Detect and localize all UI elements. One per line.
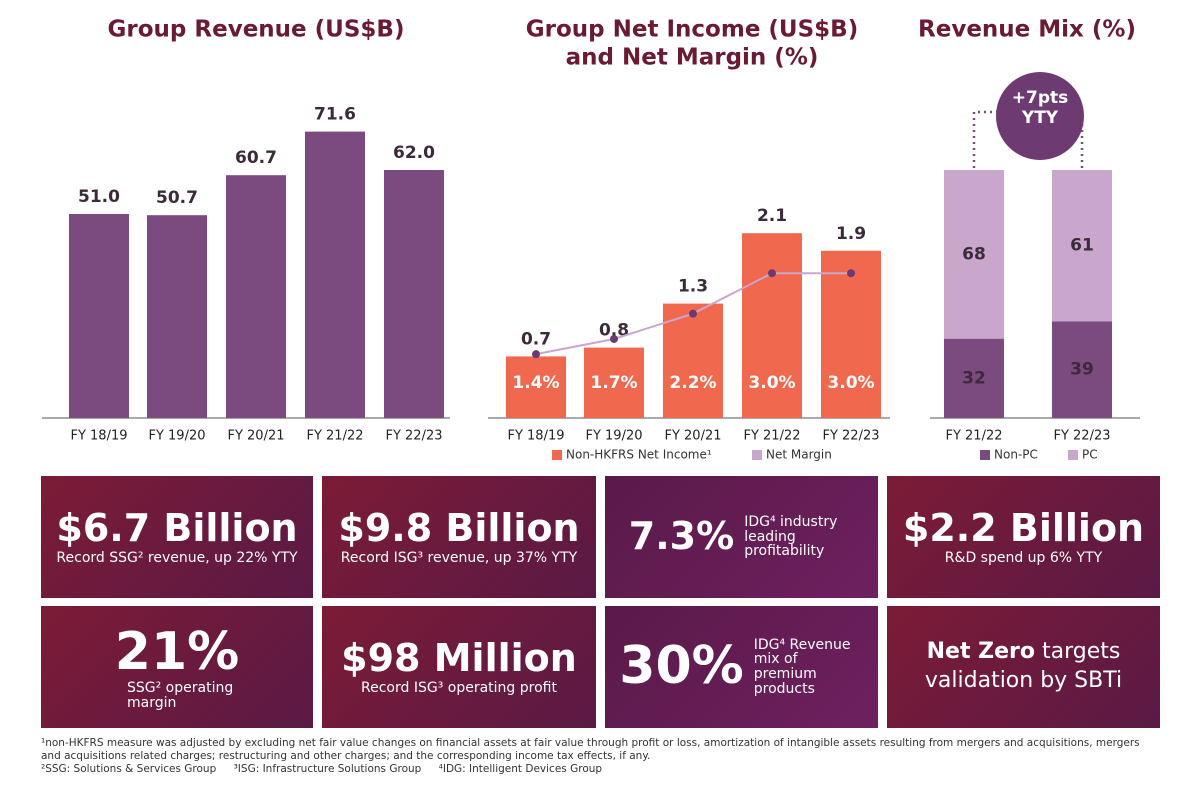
tile-caption: SSG² operating margin <box>127 679 234 711</box>
data-label: 2.1 <box>757 206 787 226</box>
tile-bold: Net Zero <box>926 639 1035 665</box>
data-label: 60.7 <box>235 148 277 168</box>
chart-title: Group Net Income (US$B) <box>526 17 858 43</box>
x-tick-label: FY 21/22 <box>306 429 363 444</box>
bar <box>742 233 802 418</box>
x-tick-label: FY 19/20 <box>148 429 205 444</box>
data-label: 3.0% <box>827 373 874 393</box>
bar <box>584 347 644 418</box>
tile-caption: IDG⁴ industry leading profitability <box>744 513 838 560</box>
tile-caption: R&D spend up 6% YTY <box>944 549 1103 566</box>
x-tick-label: FY 22/23 <box>1053 429 1110 444</box>
legend-label: Non-PC <box>994 448 1038 462</box>
tile-caption: Record ISG³ operating profit <box>361 679 557 696</box>
data-label: 1.7% <box>590 373 637 393</box>
bar <box>226 175 286 418</box>
tile-figure: $9.8 Billion <box>338 506 580 551</box>
tile: 30% IDG⁴ Revenue mix of premium products <box>605 606 878 728</box>
tile-figure: 21% <box>114 621 240 682</box>
tile-figure: $98 Million <box>341 636 577 681</box>
tile-figure: 7.3% <box>628 514 735 559</box>
legend-label: Non-HKFRS Net Income¹ <box>566 448 712 462</box>
footnote: ⁴IDG: Intelligent Devices Group <box>438 763 603 776</box>
tile-figure: $6.7 Billion <box>56 506 298 551</box>
tiles: $6.7 Billion Record SSG² revenue, up 22% … <box>41 476 1161 729</box>
chart-title: and Net Margin (%) <box>566 45 819 71</box>
legend-label: Net Margin <box>766 448 832 462</box>
bar-segment <box>944 170 1004 339</box>
bar <box>305 131 365 418</box>
x-tick-label: FY 18/19 <box>70 429 127 444</box>
tile-text: targets validation by SBTi <box>924 639 1123 693</box>
data-label: 61 <box>1070 236 1094 256</box>
charts: Group Revenue (US$B) 51.0 FY 18/19 50.7 FY 1… <box>42 17 1140 462</box>
data-label: 71.6 <box>314 105 356 125</box>
tile-caption: IDG⁴ Revenue mix of premium products <box>753 636 851 697</box>
tile-caption: Record SSG² revenue, up 22% YTY <box>56 549 298 566</box>
bar <box>147 215 207 418</box>
legend-swatch <box>752 450 762 460</box>
tile: $6.7 Billion Record SSG² revenue, up 22% … <box>41 476 313 598</box>
chart-title: Revenue Mix (%) <box>918 17 1136 43</box>
x-tick-label: FY 20/21 <box>227 429 284 444</box>
margin-point <box>768 269 776 278</box>
legend-swatch <box>1068 450 1078 460</box>
tile-caption: Record ISG³ revenue, up 37% YTY <box>340 549 578 566</box>
tile-figure: $2.2 Billion <box>902 506 1145 551</box>
x-tick-label: FY 21/22 <box>945 429 1002 444</box>
footnotes: ¹non-HKFRS measure was adjusted by exclu… <box>41 737 1161 776</box>
margin-point <box>532 350 540 359</box>
legend-label: PC <box>1082 448 1098 462</box>
data-label: 32 <box>962 368 986 388</box>
data-label: 50.7 <box>156 188 198 208</box>
x-tick-label: FY 18/19 <box>507 429 564 444</box>
data-label: 3.0% <box>748 373 795 393</box>
data-label: 62.0 <box>393 143 435 163</box>
bar <box>821 250 881 418</box>
data-label: 0.7 <box>521 329 551 349</box>
data-label: 39 <box>1070 360 1094 380</box>
annotation-box: +7pts YTY <box>1011 88 1069 129</box>
annotation-badge <box>996 72 1084 160</box>
x-tick-label: FY 22/23 <box>822 429 879 444</box>
annotation: +7pts YTY <box>1011 88 1069 129</box>
tile: 7.3% IDG⁴ industry leading profitability <box>605 476 878 598</box>
bar <box>663 303 723 418</box>
data-label: 51.0 <box>78 187 120 207</box>
bar <box>69 214 129 418</box>
margin-point <box>847 269 855 278</box>
tile: Net Zero targets validation by SBTi <box>887 606 1160 728</box>
bar <box>506 356 566 418</box>
chart-title: Group Revenue (US$B) <box>108 17 405 43</box>
x-tick-label: FY 20/21 <box>664 429 721 444</box>
legend-swatch <box>980 450 990 460</box>
legend-swatch <box>552 450 562 460</box>
x-tick-label: FY 22/23 <box>385 429 442 444</box>
bar <box>384 170 444 418</box>
footnote: ³ISG: Infrastructure Solutions Group <box>233 763 422 776</box>
data-label: 1.9 <box>836 224 866 244</box>
x-tick-label: FY 19/20 <box>585 429 642 444</box>
margin-point <box>610 334 618 343</box>
bar-segment <box>1052 170 1112 322</box>
footnote: ¹non-HKFRS measure was adjusted by exclu… <box>41 737 1140 763</box>
abbreviations: ²SSG: Solutions & Services Group ³ISG: I… <box>41 763 1161 776</box>
data-label: 2.2% <box>669 373 716 393</box>
tile: 21% SSG² operating margin <box>41 606 313 728</box>
tile-figure: 30% <box>619 636 744 697</box>
tile: $98 Million Record ISG³ operating profit <box>322 606 596 728</box>
footnote: ²SSG: Solutions & Services Group <box>41 763 217 776</box>
tile: $9.8 Billion Record ISG³ revenue, up 37% … <box>322 476 596 598</box>
margin-point <box>689 309 697 318</box>
data-label: 68 <box>962 244 986 264</box>
data-label: 1.3 <box>678 277 708 297</box>
tile-text: Net Zero targets validation by SBTi <box>887 638 1160 695</box>
tile: $2.2 Billion R&D spend up 6% YTY <box>887 476 1160 598</box>
bar-segment <box>1052 321 1112 418</box>
bar-segment <box>944 338 1004 418</box>
data-label: 1.4% <box>512 373 559 393</box>
x-tick-label: FY 21/22 <box>743 429 800 444</box>
